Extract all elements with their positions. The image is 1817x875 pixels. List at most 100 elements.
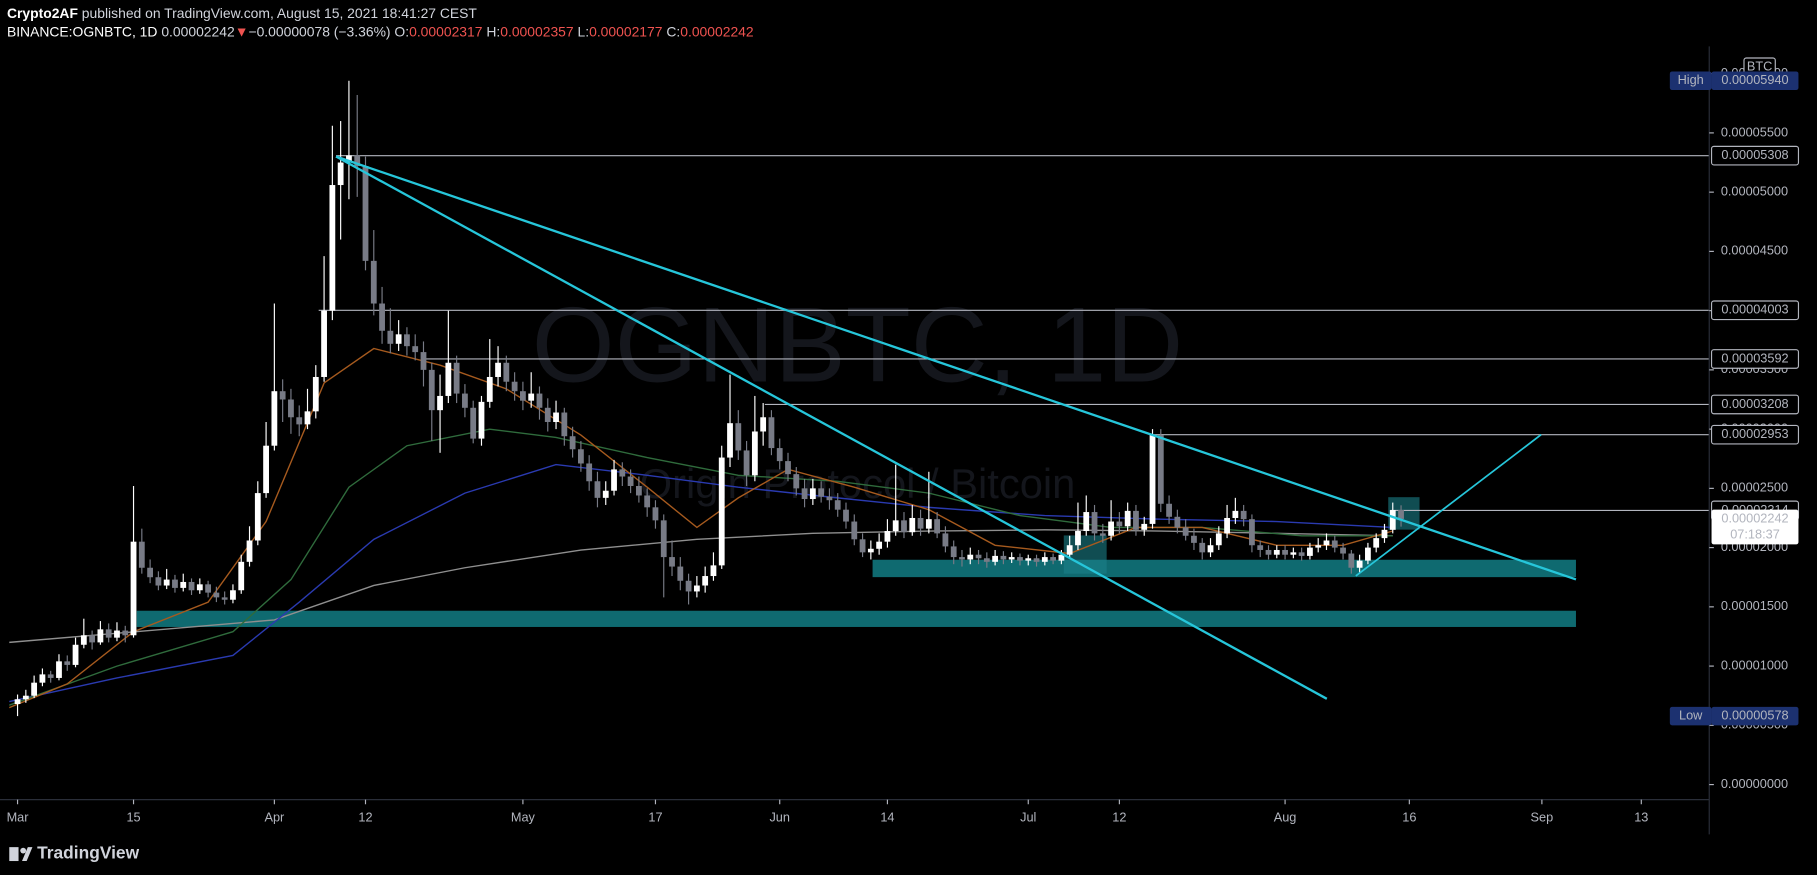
candle-body <box>321 310 327 377</box>
candle-body <box>967 554 974 560</box>
logo-mark <box>20 847 27 854</box>
high-value: 0.00005940 <box>1721 72 1788 87</box>
candle-body <box>445 362 452 396</box>
candle-body <box>271 391 278 446</box>
candle-body <box>602 490 609 498</box>
candle-body <box>959 557 965 560</box>
candle-body <box>917 517 924 529</box>
background-layer: OGNBTC, 1D Origin Protocol / Bitcoin <box>136 285 1576 627</box>
candle-body <box>1240 510 1247 520</box>
low-value: 0.00000578 <box>1721 707 1788 722</box>
x-tick-label: 15 <box>126 810 140 825</box>
trendline <box>335 155 1328 700</box>
candle-body <box>1348 553 1355 568</box>
candle-body <box>1323 540 1330 546</box>
author: Crypto2AF <box>7 5 78 21</box>
last: 0.00002242 <box>161 23 235 39</box>
candle-body <box>834 500 841 510</box>
candle-body <box>1017 557 1023 561</box>
footer-logo: TradingView <box>9 843 140 863</box>
drawing-layer <box>335 155 1577 700</box>
candle-body <box>312 376 319 412</box>
brand: TradingView <box>37 843 140 863</box>
candle-body <box>122 630 129 636</box>
level-label: 0.00003208 <box>1721 396 1788 411</box>
candle-body <box>130 541 137 636</box>
level-label-box <box>1710 394 1800 415</box>
candle-body <box>892 520 899 532</box>
last-price: 0.00002242 <box>1721 510 1788 525</box>
candle-body <box>536 393 543 408</box>
x-tick-label: Jun <box>769 810 790 825</box>
candle-body <box>114 630 120 638</box>
candle-body <box>743 450 750 476</box>
y-tick-label: 0.00001500 <box>1721 598 1788 613</box>
candle-body <box>254 493 261 541</box>
candle-body <box>809 488 816 500</box>
candle-body <box>1265 549 1272 555</box>
candle-body <box>611 469 617 491</box>
candle-body <box>1075 531 1081 546</box>
candle-body <box>1224 517 1230 534</box>
candle-body <box>975 554 982 559</box>
low-name: Low <box>1679 707 1703 722</box>
candle-body <box>735 423 742 451</box>
o: 0.00002317 <box>409 23 483 39</box>
candle-body <box>884 531 891 542</box>
candle-body <box>213 592 220 598</box>
candle-body <box>1166 503 1172 517</box>
level-label-box <box>1710 300 1800 321</box>
candle-body <box>776 448 783 462</box>
candle-body <box>163 579 170 586</box>
candle-body <box>1141 523 1148 530</box>
candle-body <box>1091 512 1098 534</box>
candle-body <box>263 445 269 494</box>
x-tick-label: 16 <box>1402 810 1416 825</box>
candle-body <box>901 520 907 533</box>
candle-body <box>867 548 874 553</box>
y-tick-label: 0.00001000 <box>1721 657 1788 672</box>
candle-body <box>412 346 419 353</box>
candle-body <box>288 399 294 418</box>
candle-body <box>486 376 493 402</box>
candle-body <box>1398 510 1404 519</box>
c-label: C: <box>666 23 680 39</box>
candle-body <box>1099 533 1106 536</box>
candle-body <box>1058 554 1065 561</box>
candle-body <box>1008 557 1015 560</box>
candle-body <box>1041 557 1048 562</box>
candle-body <box>876 541 883 549</box>
candle-body <box>635 485 642 496</box>
x-tick-label: 12 <box>1112 810 1126 825</box>
level-layer <box>318 155 1710 511</box>
candle-body <box>1083 512 1090 532</box>
candle-body <box>337 162 344 186</box>
candle-body <box>395 334 402 344</box>
candle-body <box>544 407 551 423</box>
logo-mark <box>9 847 19 862</box>
candle-body <box>660 520 667 558</box>
candle-body <box>404 334 410 347</box>
symbol-line: BINANCE:OGNBTC, 1D 0.00002242▼−0.0000007… <box>7 23 754 39</box>
candle-body <box>453 362 460 394</box>
candle-body <box>1199 542 1206 553</box>
candle-body <box>1273 549 1280 555</box>
change: −0.00000078 (−3.36%) <box>248 23 390 39</box>
candle-body <box>1149 435 1156 524</box>
low-value-box <box>1711 706 1799 726</box>
candle-body <box>577 449 584 464</box>
candle-body <box>843 509 849 522</box>
x-tick-label: Sep <box>1531 810 1554 825</box>
candle-body <box>56 661 62 678</box>
candle-body <box>520 391 526 401</box>
trendline <box>1355 433 1542 577</box>
candle-body <box>1356 560 1363 568</box>
candle-body <box>503 362 510 382</box>
candle-layer <box>14 80 1404 717</box>
candle-body <box>760 417 767 432</box>
candle-body <box>569 436 576 450</box>
candle-body <box>39 674 46 683</box>
l-label: L: <box>578 23 590 39</box>
